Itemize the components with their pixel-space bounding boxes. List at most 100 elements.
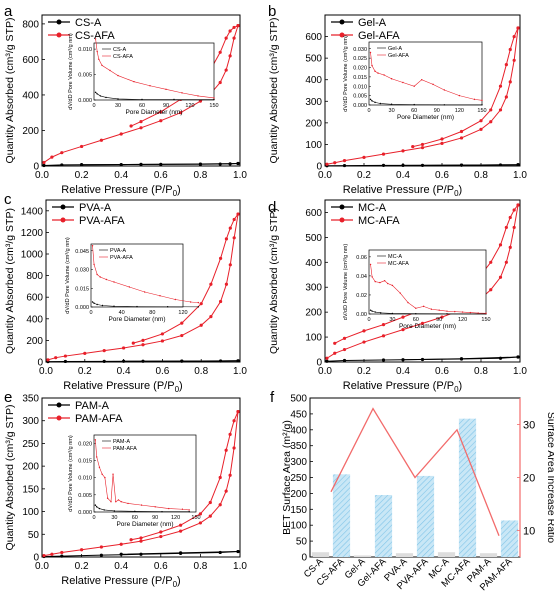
inset-data-point — [94, 91, 97, 94]
data-point — [489, 108, 493, 112]
data-point — [209, 315, 213, 319]
inset-data-point — [369, 51, 372, 54]
data-point — [342, 336, 347, 340]
series-PVA-AFA-adsorption-line — [47, 213, 239, 361]
data-point — [459, 357, 464, 361]
inset-frame — [368, 41, 483, 106]
y-tick-label: 400 — [26, 314, 43, 325]
inset-data-point — [188, 510, 190, 513]
inset-data-point — [96, 456, 98, 458]
inset-data-point — [106, 497, 109, 499]
inset-data-point — [113, 305, 115, 307]
y-tick-label: 300 — [305, 283, 322, 294]
inset-data-point — [371, 276, 373, 278]
data-point — [381, 334, 386, 338]
legend-marker — [60, 217, 66, 223]
inset-x-tick-label: 120 — [458, 317, 467, 323]
y-tick-label: 50 — [28, 530, 40, 541]
data-point — [333, 161, 337, 165]
inset-d: 0 30 60 90 120 150 0.00 0.02 0.04 0.06 Pore Diamet… — [343, 244, 491, 330]
x-tick-label: 0.2 — [75, 170, 89, 181]
y-axis-title: BET Surface Area (m²/g) — [281, 420, 293, 535]
data-point — [498, 243, 503, 247]
inset-data-point — [165, 88, 167, 91]
inset-y-tick-label: 0.030 — [353, 47, 367, 53]
inset-data-point — [133, 80, 135, 83]
bar-MC-A — [437, 552, 456, 557]
y-tick-label: 200 — [22, 462, 39, 473]
data-point — [50, 155, 54, 159]
y-tick-label: 300 — [305, 97, 322, 108]
inset-data-point — [103, 509, 105, 511]
data-point — [516, 203, 520, 207]
data-point — [46, 358, 50, 362]
data-point — [228, 263, 232, 267]
inset-data-point — [369, 98, 372, 101]
inset-data-point — [181, 92, 183, 94]
inset-data-point — [413, 85, 415, 87]
x-axis-title-sub: 0 — [173, 189, 178, 198]
data-point — [228, 473, 232, 477]
inset-data-point — [481, 104, 483, 106]
data-point — [198, 99, 202, 103]
data-point — [401, 163, 405, 167]
inset-data-point — [371, 100, 373, 102]
inset-y-tick-label: 0.015 — [353, 75, 367, 81]
data-point — [508, 80, 512, 84]
x-tick-label: 0.0 — [318, 170, 332, 181]
data-point — [489, 120, 493, 124]
inset-data-point — [446, 313, 448, 315]
inset-data-point — [101, 304, 104, 307]
panel-d: d0.0 0.2 0.4 0.6 0.8 1.00100200300400500600Re… — [268, 199, 527, 394]
inset-data-point — [112, 473, 114, 475]
inset-frame — [93, 434, 197, 513]
data-point — [224, 448, 228, 452]
data-point — [129, 538, 133, 542]
inset-frame — [368, 249, 487, 315]
inset-x-tick-label: 40 — [119, 310, 125, 316]
inset-y-axis-title: dV/dD Pore Volume (cm³/g nm) — [68, 33, 74, 110]
y-tick-label: 200 — [305, 118, 322, 129]
panel-letter: c — [4, 191, 12, 208]
panel-letter: b — [268, 3, 276, 20]
x-tick-label: 0.4 — [114, 561, 128, 572]
x-axis-title-main: Relative Pressure (P/P — [61, 184, 172, 196]
inset-legend-label: CS-AFA — [113, 54, 133, 60]
inset-x-tick-label: 0 — [92, 103, 95, 109]
y-tick-label: 100 — [305, 140, 322, 151]
x-tick-label: 0.6 — [154, 170, 168, 181]
inset-x-tick-label: 30 — [115, 103, 121, 109]
inset-x-tick-label: 120 — [185, 103, 194, 109]
y-tick-label: 0 — [33, 553, 39, 564]
inset-y-tick-label: 0.00 — [356, 312, 367, 318]
inset-data-point — [159, 295, 161, 297]
inset-y-tick-label: 0.010 — [78, 476, 92, 482]
inset-data-point — [379, 102, 381, 105]
inset-x-tick-label: 80 — [149, 310, 155, 316]
data-point — [512, 34, 516, 39]
data-point — [420, 321, 425, 325]
y-tick-label: 400 — [22, 90, 39, 101]
inset-data-point — [371, 64, 373, 67]
inset-data-point — [377, 72, 379, 74]
data-point — [63, 354, 67, 358]
inset-x-tick-label: 150 — [209, 103, 218, 109]
inset-data-point — [94, 38, 97, 40]
bar-CS-AFA — [332, 474, 351, 557]
data-point — [516, 26, 520, 30]
legend-marker — [60, 204, 66, 210]
data-point — [236, 212, 240, 216]
data-point — [139, 539, 143, 543]
data-point — [362, 329, 366, 333]
x-tick-label: 1.0 — [513, 170, 527, 181]
x-axis-title-end: ) — [179, 380, 183, 392]
inset-c: 0 40 80 120 0.000 0.015 0.030 0.045 Pore Diamete… — [65, 237, 200, 323]
inset-data-point — [469, 311, 472, 314]
inset-x-tick-label: 60 — [411, 108, 417, 114]
inset-data-point — [136, 305, 138, 308]
x-tick-label: 0.8 — [194, 366, 208, 377]
y-tick-label: 400 — [290, 425, 307, 436]
panel-letter: e — [4, 389, 12, 406]
inset-data-point — [101, 64, 103, 67]
legend-marker — [339, 19, 345, 25]
